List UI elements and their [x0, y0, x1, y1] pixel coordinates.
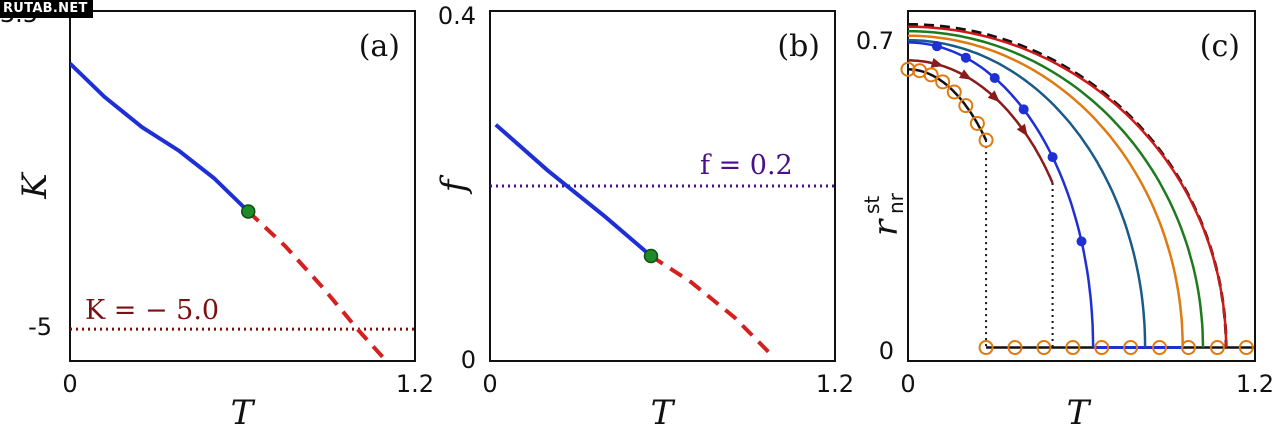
watermark-logo: RUTAB.NET: [0, 0, 93, 18]
order-parameter-curve: [907, 41, 1095, 348]
panel-c-ylabel-sub: nr: [884, 192, 908, 214]
orange-circle-curve: [900, 61, 916, 77]
panel-b-hline-label: f = 0.2: [700, 150, 793, 181]
panel-c-plot-area: [900, 23, 1255, 356]
orange-circle-curve: [946, 84, 962, 100]
panel-c-xlabel: T: [1067, 393, 1092, 427]
panel-b-ylabel: f: [434, 174, 474, 195]
panel-c: (c) 0.7 0 0 1.2 T r st nr: [856, 10, 1274, 427]
orange-circle-curve: [969, 115, 985, 131]
maroon-curve-arrow: [987, 90, 1000, 103]
blue-curve-dot: [931, 41, 942, 52]
stable-branch-line: [494, 123, 653, 258]
panel-a-xlabel: T: [231, 393, 256, 427]
panel-series-group: [70, 62, 415, 361]
panel-a-ytick: -5: [28, 313, 52, 341]
panel-c-ylabel: r st nr: [860, 192, 908, 236]
panel-a-hline-label: K = − 5.0: [85, 295, 219, 326]
orange-circle-zero: [1094, 340, 1110, 356]
panel-c-xtick-0: 0: [900, 370, 915, 398]
maroon-curve-arrow: [930, 58, 944, 68]
orange-circle-zero: [1209, 340, 1225, 356]
orange-circle-zero: [1123, 340, 1139, 356]
panel-series-group: [490, 123, 835, 354]
panel-c-ytick-top: 0.7: [856, 27, 894, 55]
orange-circle-zero: [1036, 340, 1052, 356]
panel-a-xtick-1: 1.2: [396, 370, 434, 398]
order-parameter-curve: [908, 59, 1054, 184]
order-parameter-curve: [908, 38, 1147, 348]
panel-a-ylabel: K: [15, 171, 55, 200]
panel-b-xlabel: T: [651, 393, 676, 427]
panel-b-ytick-top: 0.4: [438, 2, 476, 30]
orange-circle-zero: [1152, 340, 1168, 356]
panel-c-ytick-bottom: 0: [879, 337, 894, 365]
orange-circle-curve: [958, 98, 974, 114]
panel-a-plot-area: [70, 62, 415, 361]
panel-c-label: (c): [1200, 29, 1240, 64]
order-parameter-curve: [907, 25, 1228, 348]
panel-b-xtick-0: 0: [482, 370, 497, 398]
orange-circle-zero: [978, 340, 994, 356]
panel-a-label: (a): [359, 29, 400, 64]
orange-circle-curve: [923, 67, 939, 83]
maroon-curve-arrow: [1016, 123, 1028, 137]
panel-b-plot-area: [490, 123, 835, 354]
maroon-curve-arrow: [958, 69, 972, 80]
panel-b: (b) 0.4 0 0 1.2 T f f = 0.2: [434, 2, 854, 427]
orange-circle-curve: [935, 74, 951, 90]
panel-c-ylabel-main: r: [866, 218, 906, 236]
transition-point-marker: [643, 248, 659, 264]
panel-b-ytick-bottom: 0: [461, 346, 476, 374]
blue-curve-dot: [989, 73, 1000, 84]
orange-circle-curve: [978, 132, 994, 148]
blue-curve-dot: [960, 52, 971, 63]
unstable-branch-line: [246, 210, 388, 361]
panel-a: (a) -3.5 -5 0 1.2 T K K = − 5.0: [0, 0, 434, 427]
orange-circle-zero: [1007, 340, 1023, 356]
panel-c-frame: [907, 10, 1256, 362]
panel-a-xtick-0: 0: [62, 370, 77, 398]
order-parameter-curve: [907, 29, 1205, 348]
unstable-branch-line: [649, 254, 771, 354]
orange-circle-zero: [1065, 340, 1081, 356]
stable-branch-line: [70, 62, 250, 213]
transition-point-marker: [241, 204, 256, 219]
blue-curve-dot: [1076, 236, 1087, 247]
panel-b-label: (b): [777, 29, 820, 64]
orange-circle-zero: [1180, 340, 1196, 356]
panel-a-frame: [69, 10, 416, 362]
panel-b-xtick-1: 1.2: [816, 370, 854, 398]
panel-c-ylabel-sup: st: [860, 196, 884, 214]
panel-c-xtick-1: 1.2: [1236, 370, 1274, 398]
blue-curve-dot: [1018, 104, 1029, 115]
orange-circle-zero: [1238, 340, 1254, 356]
blue-curve-dot: [1047, 152, 1058, 163]
order-parameter-curve: [907, 34, 1184, 348]
